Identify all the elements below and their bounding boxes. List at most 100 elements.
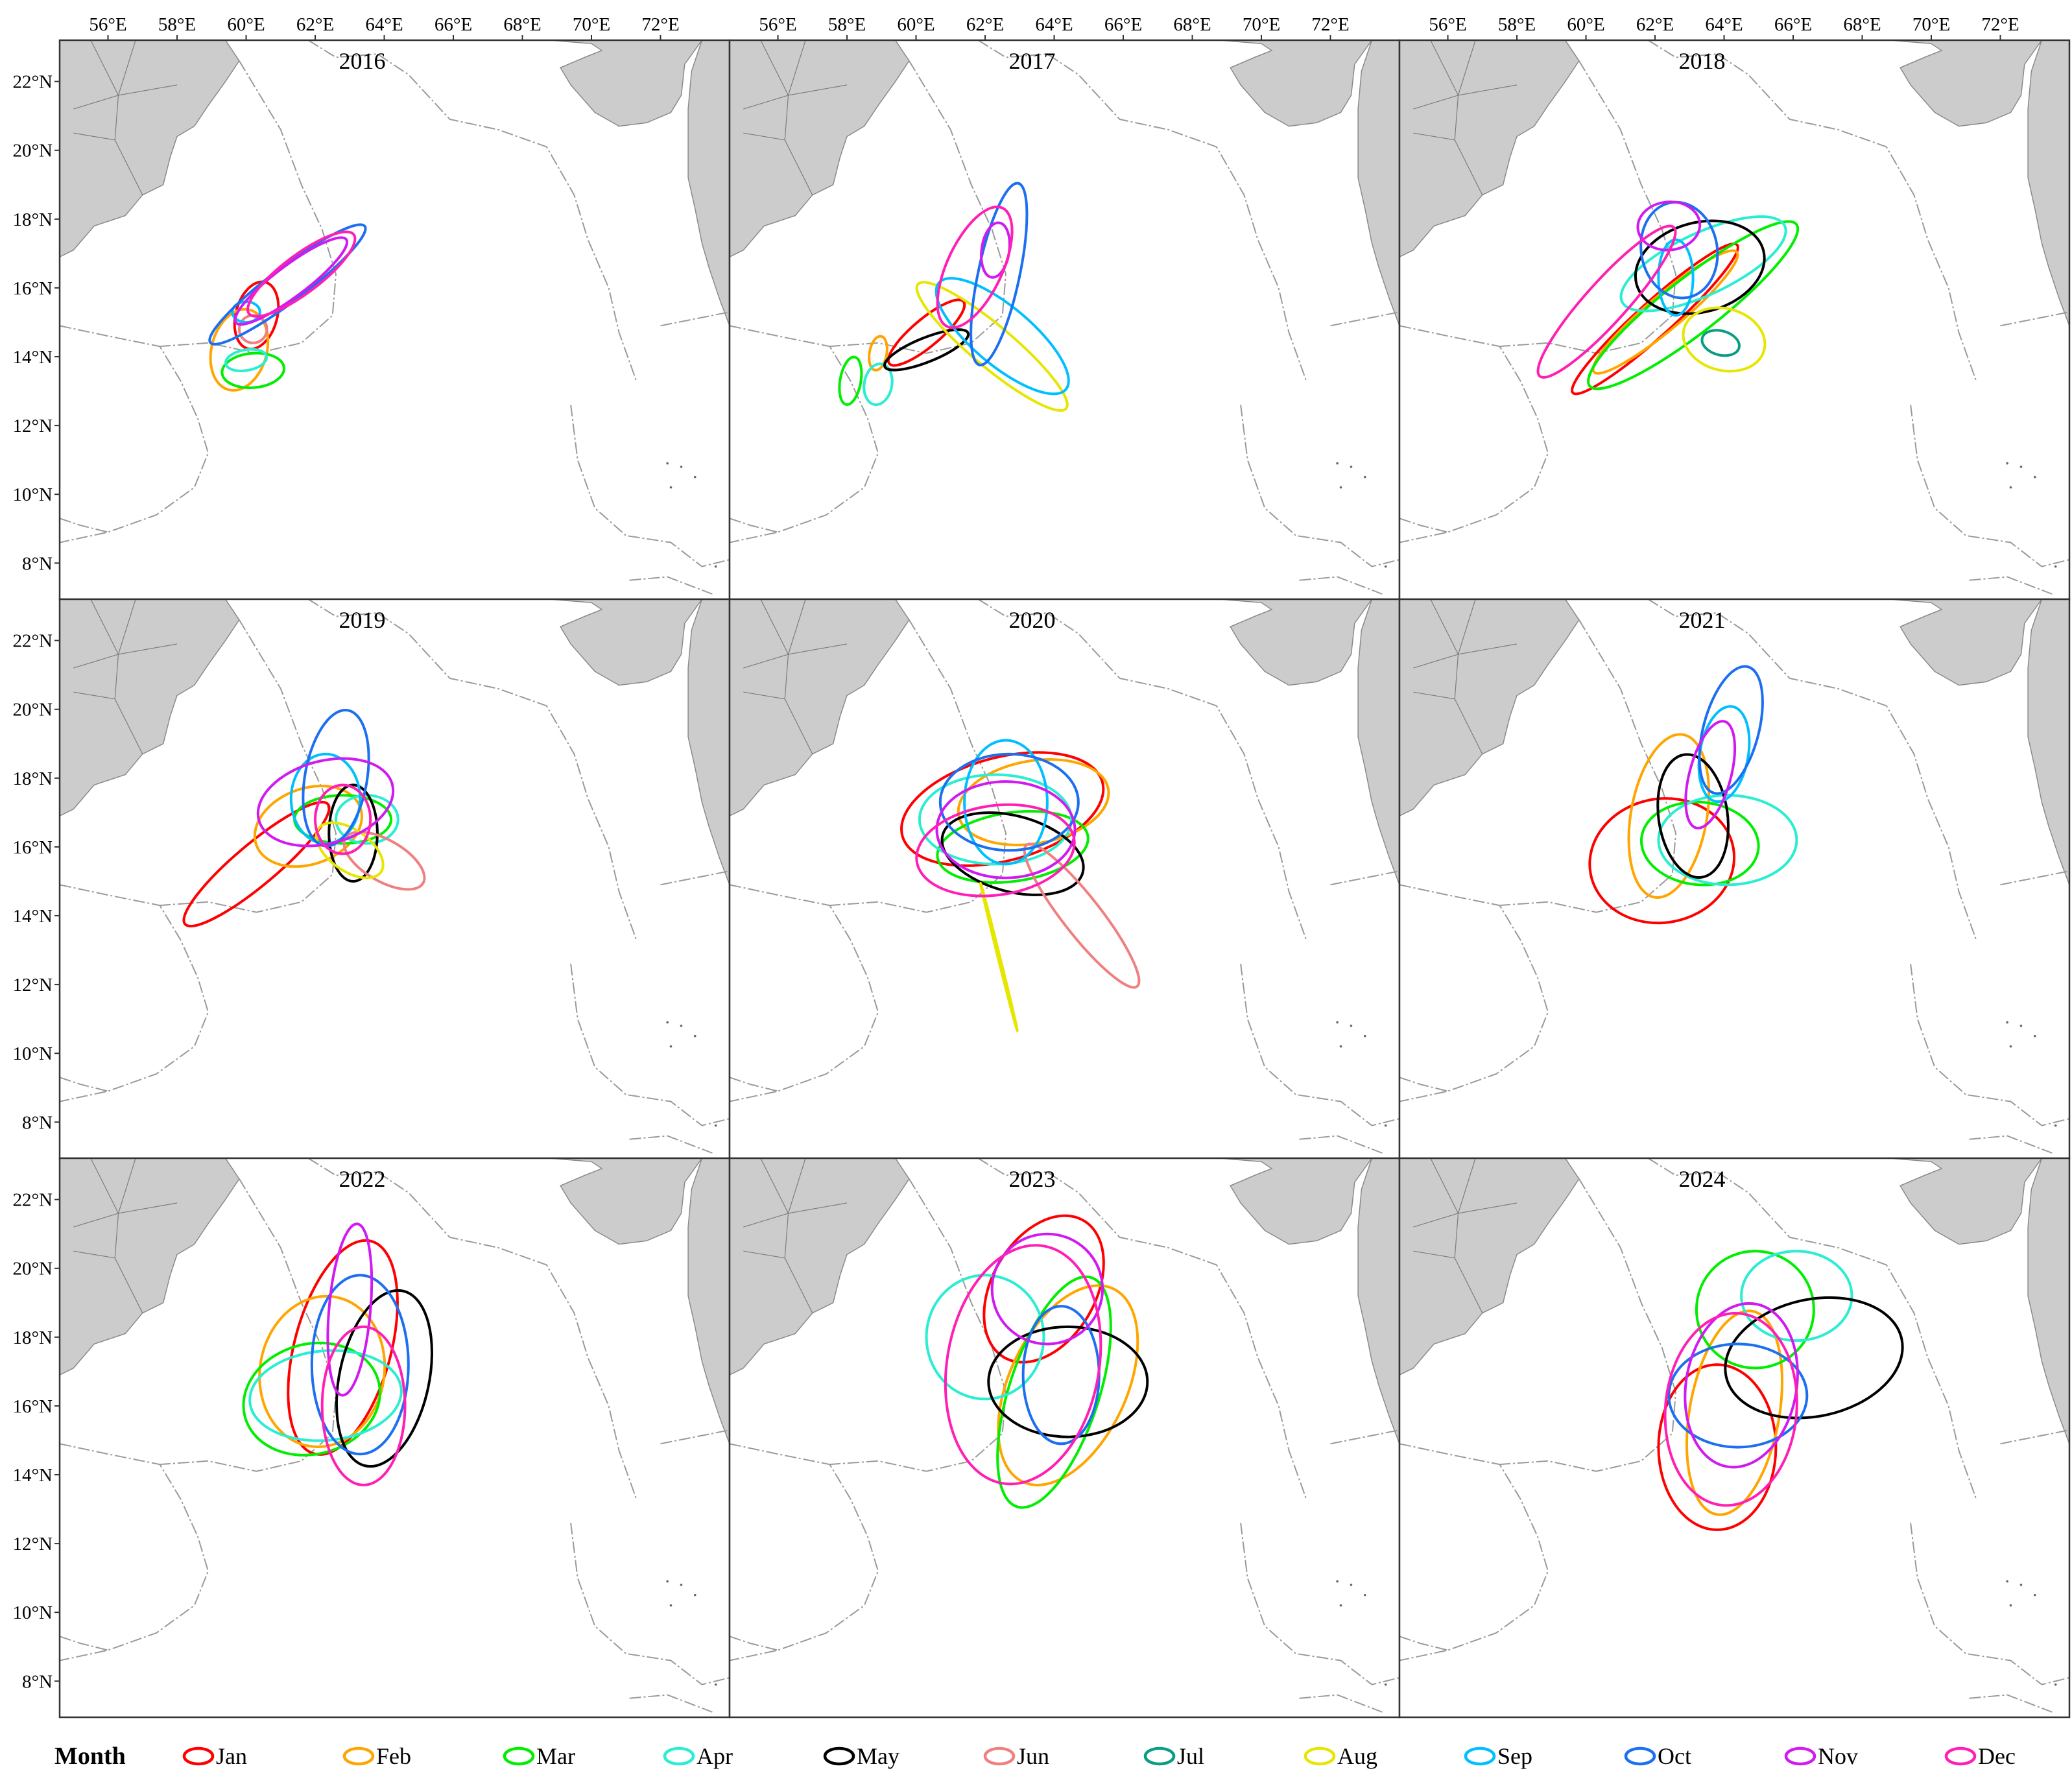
map-panel-2021: 2021 (1398, 598, 2071, 1160)
island-dot (669, 486, 673, 489)
eez-boundary-line (60, 884, 209, 1102)
ellipse-feb-2018 (1591, 249, 1739, 375)
country-border (1430, 599, 1483, 754)
island-dot (1363, 1034, 1366, 1038)
eez-boundary-line (570, 405, 730, 567)
island-dot (693, 1034, 697, 1038)
legend-item-feb: Feb (342, 1743, 411, 1769)
longitude-tick-label: 58°E (1498, 14, 1536, 35)
eez-boundary-line (730, 325, 879, 543)
country-border (787, 599, 806, 655)
eez-boundary-line (1910, 964, 2069, 1126)
latitude-tick-label: 14°N (12, 347, 53, 368)
legend-ellipse-swatch (1944, 1746, 1977, 1766)
india-landmass (1220, 40, 1373, 127)
eez-boundary-line (730, 1636, 778, 1651)
ellipse-sep-2018 (1657, 238, 1695, 317)
panel-year-title: 2016 (339, 48, 386, 74)
island-dot (2033, 1593, 2036, 1597)
island-dot (693, 475, 697, 479)
country-border (743, 643, 848, 669)
country-border (1413, 1202, 1518, 1228)
legend-item-nov: Nov (1784, 1743, 1858, 1769)
ellipse-nov-2016 (233, 236, 349, 326)
legend-month-label: Jan (216, 1743, 247, 1769)
country-border (760, 1158, 813, 1313)
island-dot (1336, 462, 1339, 465)
legend-month-label: Apr (697, 1743, 733, 1769)
island-dot (666, 1021, 669, 1024)
eez-boundary-line (629, 1694, 713, 1713)
ellipse-dec-2016 (246, 230, 357, 318)
eez-boundary-line (570, 964, 730, 1126)
country-border (90, 1158, 143, 1313)
arabia-landmass (60, 40, 240, 258)
country-border (73, 1202, 178, 1228)
latitude-tick-label: 12°N (12, 1534, 53, 1554)
latitude-tick-label: 20°N (12, 141, 53, 161)
ellipse-mar-2017 (838, 355, 863, 406)
island-dot (1350, 465, 1353, 468)
longitude-tick-label: 58°E (158, 14, 196, 35)
longitude-tick-label: 68°E (1173, 14, 1211, 35)
ellipse-oct-2024 (1667, 1342, 1809, 1449)
ellipse-may-2019 (327, 783, 379, 883)
island-dot (1336, 1021, 1339, 1024)
map-panel-2024: 2024 (1398, 1157, 2071, 1719)
island-dot (669, 1045, 673, 1048)
ellipse-apr-2022 (248, 1349, 403, 1442)
map-panels: 2016 2017 2018 2019 2020 2021 2022 2023 2024 (58, 39, 2071, 1719)
legend-ellipse-swatch (1304, 1746, 1336, 1766)
ellipse-mar-2022 (242, 1341, 381, 1457)
eez-boundary-line (570, 1523, 730, 1685)
india-landmass (687, 599, 730, 885)
ellipse-apr-2023 (925, 1274, 1045, 1401)
eez-boundary-line (1969, 576, 2053, 595)
island-dot (2009, 486, 2012, 489)
india-landmass (1220, 599, 1373, 686)
ellipse-jan-2021 (1588, 797, 1736, 925)
india-landmass (687, 1158, 730, 1444)
longitude-tick-label: 62°E (296, 14, 334, 35)
island-dot (1384, 1683, 1387, 1686)
ellipse-dec-2022 (320, 1325, 407, 1486)
eez-boundary-line (60, 1443, 209, 1661)
map-panel-2022: 2022 (58, 1157, 731, 1719)
ellipse-may-2017 (883, 328, 970, 372)
ellipse-jun-2020 (1023, 842, 1141, 989)
eez-boundary-line (1240, 1523, 1399, 1685)
eez-boundary-line (1647, 40, 1977, 381)
map-axes: 56°E 58°E 60°E 62°E 64°E 66°E 68°E 70°E 72°E 56°E… (12, 14, 2019, 1692)
eez-boundary-line (60, 325, 209, 543)
ellipse-dec-2023 (944, 1244, 1102, 1486)
eez-boundary-line (1647, 1158, 1977, 1499)
arabia-landmass (730, 1158, 910, 1376)
india-landmass (550, 40, 703, 127)
latitude-tick-label: 16°N (12, 278, 53, 299)
country-border (73, 1250, 115, 1259)
ellipse-jan-2019 (182, 800, 331, 928)
ellipse-dec-2017 (936, 205, 1014, 329)
country-border (1457, 1158, 1476, 1214)
eez-boundary-line (1330, 1429, 1399, 1445)
ellipse-nov-2020 (935, 780, 1077, 879)
island-dot (714, 1683, 717, 1686)
ellipse-nov-2022 (326, 1222, 374, 1397)
legend-month-label: Mar (536, 1743, 575, 1769)
latitude-tick-label: 14°N (12, 906, 53, 927)
longitude-tick-label: 72°E (1311, 14, 1349, 35)
eez-boundary-line (660, 870, 730, 886)
legend-item-dec: Dec (1944, 1743, 2016, 1769)
india-landmass (550, 1158, 703, 1245)
eez-boundary-line (730, 518, 778, 533)
arabia-landmass (1399, 40, 1580, 258)
island-dot (680, 465, 683, 468)
country-border (1413, 1250, 1455, 1259)
island-dot (666, 462, 669, 465)
latitude-tick-label: 16°N (12, 1396, 53, 1417)
ellipse-may-2023 (987, 1325, 1149, 1438)
country-border (1457, 599, 1476, 655)
panel-year-title: 2017 (1009, 48, 1056, 74)
longitude-tick-label: 66°E (1774, 14, 1812, 35)
eez-boundary-line (977, 1158, 1307, 1499)
